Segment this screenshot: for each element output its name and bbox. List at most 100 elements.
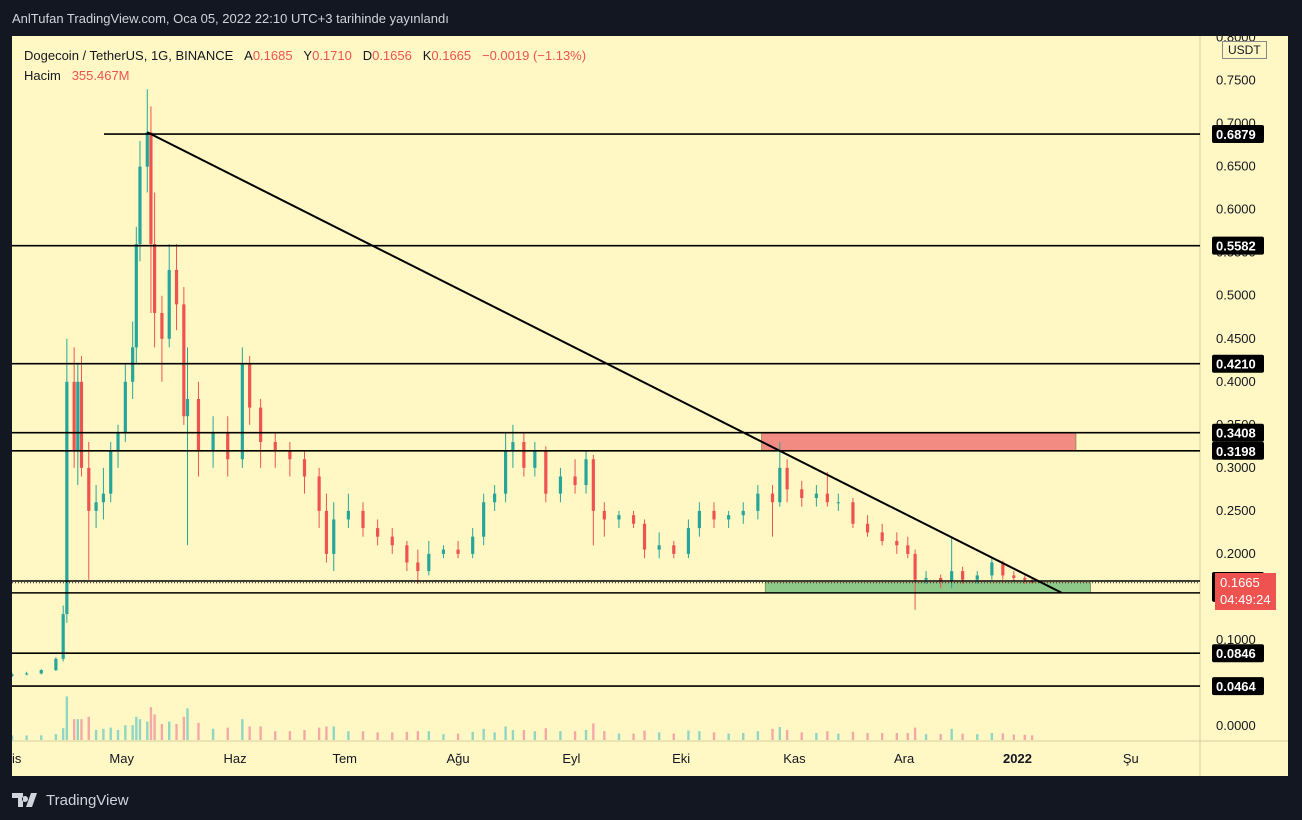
volume-bar [109, 727, 112, 740]
volume-bar [533, 731, 537, 740]
tradingview-logo-icon [12, 793, 37, 807]
volume-bar [950, 728, 953, 740]
volume-bar [317, 727, 321, 740]
level-label: 0.0464 [1216, 679, 1257, 694]
volume-bar [54, 734, 58, 740]
volume-bar [785, 730, 789, 740]
level-label: 0.6879 [1216, 127, 1256, 142]
volume-bar [102, 728, 105, 740]
volume-bar [895, 733, 899, 740]
candle-body [226, 433, 230, 460]
candle-body [503, 450, 508, 494]
volume-bar [332, 726, 335, 740]
candle-body [240, 364, 244, 460]
candle-body [427, 553, 431, 572]
candle-body [416, 562, 420, 572]
low-label: D [362, 48, 373, 63]
volume-bar [226, 727, 229, 740]
candle-body [65, 381, 69, 615]
volume-bar [65, 696, 69, 740]
candle-body [123, 381, 127, 434]
volume-bar [116, 730, 120, 740]
candle-body [778, 467, 782, 503]
candle-body [533, 450, 537, 468]
candle-body [54, 658, 58, 671]
candle-body [895, 540, 899, 546]
y-tick-label: 0.0000 [1216, 718, 1256, 733]
volume-bar [259, 726, 262, 740]
candle-body [906, 545, 910, 554]
volume-bar [771, 728, 774, 740]
chart-legend: Dogecoin / TetherUS, 1G, BINANCE A0.1685… [24, 46, 586, 86]
volume-bar [248, 726, 251, 740]
volume-bar [880, 733, 884, 740]
candle-body [182, 304, 186, 417]
brand-name: TradingView [46, 791, 129, 809]
brand-footer[interactable]: TradingView [12, 788, 129, 812]
candle-body [72, 381, 76, 451]
volume-label: Hacim [24, 68, 61, 83]
volume-bar [427, 731, 431, 740]
candle-body [405, 545, 409, 563]
candle-body [101, 493, 106, 503]
candle-body [657, 545, 661, 550]
level-label: 0.3198 [1216, 444, 1256, 459]
volume-bar [961, 733, 964, 740]
candle-body [1001, 562, 1005, 576]
y-tick-label: 0.3000 [1216, 460, 1256, 475]
x-tick-label: Ara [894, 751, 915, 766]
candle-body [617, 515, 621, 520]
x-tick-label: Ağu [446, 751, 469, 766]
candle-body [756, 493, 760, 511]
candle-body [836, 502, 840, 504]
volume-bar [76, 719, 80, 740]
x-tick-label: 2022 [1003, 751, 1032, 766]
volume-bar [990, 733, 994, 740]
volume-bar [1012, 734, 1016, 740]
publish-header: AnlTufan TradingView.com, Oca 05, 2022 2… [0, 0, 1302, 36]
volume-bar [603, 731, 606, 740]
volume-bar [698, 731, 701, 740]
level-label: 0.0846 [1216, 646, 1256, 661]
chart-frame[interactable]: 0.80000.75000.70000.65000.60000.55000.50… [12, 36, 1288, 776]
candle-body [302, 459, 307, 477]
candle-body [591, 459, 595, 511]
candle-body [94, 502, 98, 511]
volume-bar [866, 733, 869, 740]
price-chart[interactable]: 0.80000.75000.70000.65000.60000.55000.50… [12, 36, 1288, 776]
level-label: 0.5582 [1216, 239, 1256, 254]
volume-bar [391, 732, 394, 740]
candle-body [522, 442, 526, 468]
y-tick-label: 0.6500 [1216, 159, 1256, 174]
volume-bar [153, 714, 156, 740]
candle-body [116, 433, 120, 451]
candle-body [109, 450, 113, 494]
volume-bar [511, 730, 515, 740]
volume-bar [778, 727, 782, 740]
volume-bar [573, 731, 577, 740]
candle-body [975, 575, 979, 580]
level-badge [1212, 236, 1264, 255]
candle-body [471, 536, 475, 554]
candle-body [697, 510, 701, 529]
volume-bar [687, 730, 690, 740]
symbol-name[interactable]: Dogecoin / TetherUS, 1G, BINANCE [24, 48, 234, 63]
candle-body [87, 467, 91, 511]
level-badge [1212, 677, 1264, 696]
level-badge [1212, 423, 1264, 442]
candle-body [642, 523, 647, 550]
volume-bar [742, 733, 745, 740]
volume-bar [837, 733, 840, 740]
candle-body [376, 528, 380, 537]
candle-body [770, 493, 775, 503]
candle-body [145, 132, 149, 167]
high-label: Y [303, 48, 313, 63]
volume-bar [913, 727, 917, 740]
level-badge [1212, 441, 1264, 460]
currency-button[interactable]: USDT [1222, 41, 1267, 59]
volume-bar [61, 728, 65, 740]
candle-body [248, 364, 252, 408]
volume-bar [197, 722, 200, 740]
y-tick-label: 0.4000 [1216, 374, 1256, 389]
volume-bar [643, 730, 646, 740]
